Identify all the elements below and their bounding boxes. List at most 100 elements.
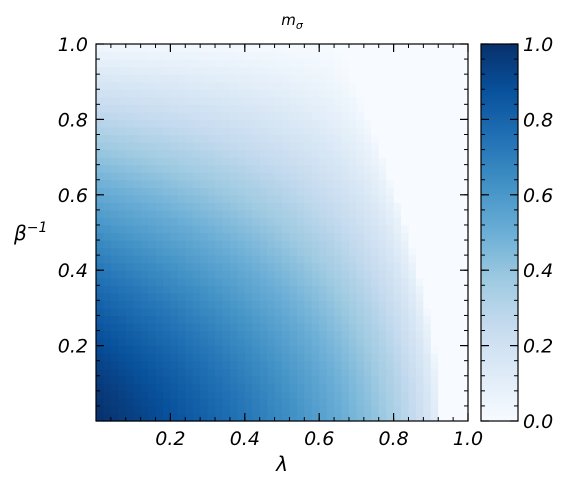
heatmap-cell: [103, 262, 112, 271]
heatmap-cell: [356, 44, 365, 53]
heatmap-cell: [237, 157, 246, 166]
heatmap-cell: [282, 405, 291, 415]
heatmap-cell: [177, 104, 186, 113]
heatmap-cell: [192, 164, 201, 173]
heatmap-cell: [185, 149, 194, 158]
heatmap-cell: [252, 126, 261, 136]
heatmap-cell: [334, 255, 343, 264]
heatmap-cell: [252, 44, 261, 53]
heatmap-cell: [133, 187, 142, 196]
heatmap-cell: [460, 262, 469, 271]
heatmap-cell: [162, 368, 171, 377]
heatmap-cell: [401, 209, 410, 219]
heatmap-cell: [103, 300, 112, 309]
heatmap-cell: [282, 247, 291, 256]
heatmap-cell: [237, 81, 246, 90]
heatmap-cell: [438, 375, 447, 384]
heatmap-cell: [125, 217, 134, 226]
heatmap-cell: [311, 89, 320, 98]
heatmap-cell: [282, 383, 291, 392]
heatmap-cell: [215, 224, 224, 234]
heatmap-cell: [200, 104, 209, 113]
heatmap-cell: [356, 66, 365, 75]
heatmap-cell: [140, 322, 149, 332]
heatmap-cell: [103, 368, 112, 377]
heatmap-cell: [296, 277, 305, 286]
heatmap-cell: [103, 322, 112, 332]
heatmap-cell: [267, 142, 276, 151]
heatmap-cell: [408, 353, 417, 362]
heatmap-cell: [252, 368, 261, 377]
heatmap-cell: [222, 398, 231, 407]
heatmap-cell: [155, 202, 164, 211]
heatmap-cell: [348, 232, 357, 241]
heatmap-cell: [125, 390, 134, 399]
heatmap-cell: [341, 262, 350, 271]
heatmap-cell: [386, 224, 395, 234]
heatmap-cell: [110, 413, 119, 422]
heatmap-cell: [319, 59, 328, 68]
heatmap-cell: [125, 89, 134, 98]
heatmap-cell: [371, 315, 380, 324]
heatmap-cell: [445, 330, 454, 339]
heatmap-cell: [244, 345, 253, 354]
heatmap-cell: [222, 74, 231, 83]
heatmap-cell: [460, 126, 469, 136]
heatmap-cell: [125, 330, 134, 339]
heatmap-cell: [229, 398, 238, 407]
heatmap-cell: [133, 104, 142, 113]
heatmap-cell: [259, 89, 268, 98]
heatmap-cell: [438, 66, 447, 75]
heatmap-cell: [110, 202, 119, 211]
heatmap-cell: [438, 126, 447, 136]
heatmap-cell: [430, 292, 439, 301]
heatmap-cell: [438, 179, 447, 188]
heatmap-cell: [177, 383, 186, 392]
heatmap-cell: [430, 119, 439, 128]
heatmap-cell: [423, 247, 432, 256]
heatmap-cell: [438, 255, 447, 264]
heatmap-cell: [319, 126, 328, 136]
heatmap-cell: [222, 89, 231, 98]
heatmap-cell: [334, 232, 343, 241]
heatmap-cell: [110, 66, 119, 75]
heatmap-cell: [445, 398, 454, 407]
heatmap-cell: [133, 307, 142, 317]
heatmap-cell: [356, 74, 365, 83]
heatmap-cell: [282, 307, 291, 317]
heatmap-cell: [348, 338, 357, 347]
heatmap-cell: [423, 360, 432, 369]
heatmap-cell: [222, 300, 231, 309]
heatmap-cell: [430, 202, 439, 211]
heatmap-cell: [215, 307, 224, 317]
heatmap-cell: [110, 383, 119, 392]
heatmap-cell: [259, 81, 268, 90]
heatmap-cell: [118, 277, 127, 286]
heatmap-cell: [319, 232, 328, 241]
heatmap-cell: [125, 202, 134, 211]
heatmap-cell: [237, 66, 246, 75]
heatmap-cell: [289, 51, 298, 60]
heatmap-cell: [185, 353, 194, 362]
heatmap-cell: [155, 179, 164, 188]
heatmap-cell: [222, 353, 231, 362]
heatmap-cell: [207, 89, 216, 98]
heatmap-cell: [401, 157, 410, 166]
heatmap-cell: [170, 330, 179, 339]
heatmap-cell: [460, 149, 469, 158]
heatmap-cell: [177, 142, 186, 151]
heatmap-cell: [267, 315, 276, 324]
heatmap-cell: [133, 96, 142, 105]
heatmap-cell: [326, 142, 335, 151]
heatmap-cell: [415, 360, 424, 369]
heatmap-cell: [438, 330, 447, 339]
heatmap-cell: [304, 360, 313, 369]
heatmap-cell: [282, 375, 291, 384]
heatmap-cell: [408, 119, 417, 128]
heatmap-cell: [371, 44, 380, 53]
heatmap-cell: [118, 338, 127, 347]
heatmap-cell: [408, 262, 417, 271]
heatmap-cell: [296, 398, 305, 407]
heatmap-cell: [348, 44, 357, 53]
heatmap-cell: [282, 285, 291, 294]
